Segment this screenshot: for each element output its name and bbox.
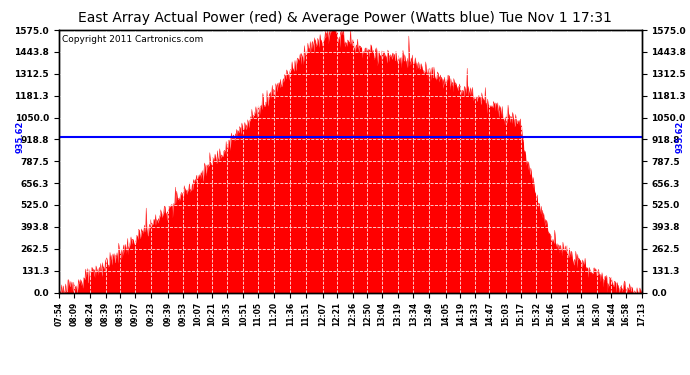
Text: Copyright 2011 Cartronics.com: Copyright 2011 Cartronics.com	[61, 35, 203, 44]
Text: 935.62: 935.62	[15, 120, 24, 153]
Text: 935.62: 935.62	[676, 120, 685, 153]
Text: East Array Actual Power (red) & Average Power (Watts blue) Tue Nov 1 17:31: East Array Actual Power (red) & Average …	[78, 11, 612, 25]
